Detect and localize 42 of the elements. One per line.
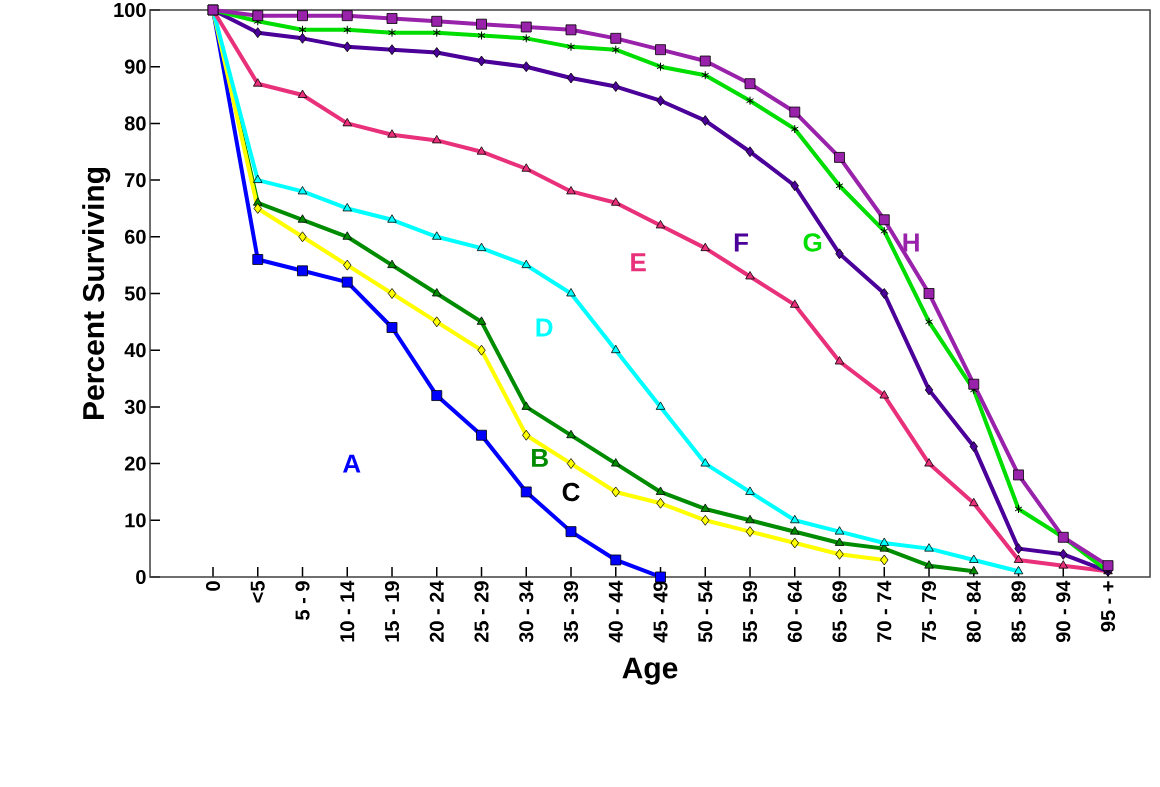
x-tick-label: 5 - 9: [295, 581, 310, 620]
y-tick-label: 90: [124, 59, 146, 74]
x-tick-label: 40 - 44: [608, 580, 623, 643]
x-tick-label: 70 - 74: [877, 580, 892, 642]
y-tick-label: 100: [114, 2, 146, 18]
y-tick-label: 70: [125, 173, 146, 188]
x-tick-label: 55 - 59: [742, 581, 758, 643]
y-tick-label: 40: [124, 343, 146, 358]
x-tick-label: 90 - 94: [1056, 580, 1071, 643]
x-tick-label: 80 - 84: [966, 580, 981, 643]
series-label: G: [803, 233, 822, 252]
series-label: E: [631, 253, 646, 272]
y-tick-label: 30: [124, 399, 146, 414]
x-tick-label: 45 - 49: [653, 581, 668, 643]
y-tick-label: 20: [124, 456, 146, 471]
x-tick-label: 50 - 54: [698, 580, 713, 643]
series-label: B: [532, 448, 548, 467]
x-tick-label: 95 - +: [1100, 581, 1116, 632]
x-tick-label: 10 - 14: [340, 580, 355, 642]
y-tick-label: 80: [124, 116, 146, 131]
x-tick-label: 60 - 64: [787, 580, 802, 643]
y-tick-label: 60: [124, 229, 146, 244]
x-tick-label: 75 - 79: [921, 581, 937, 642]
series-label: D: [536, 318, 553, 337]
series-label: H: [903, 233, 919, 252]
y-tick-label: 0: [136, 569, 146, 585]
text: A: [342, 454, 361, 473]
x-tick-label: 85 - 89: [1011, 581, 1026, 643]
y-tick-label: 10: [125, 513, 146, 528]
x-tick-label: 15 - 19: [384, 581, 400, 642]
x-tick-label: 30 - 34: [519, 580, 534, 643]
x-tick-label: 65 - 69: [832, 581, 847, 643]
x-tick-label: 35 - 39: [563, 581, 579, 643]
x-tick-label: <5: [250, 581, 265, 603]
y-tick-label: 50: [124, 286, 146, 301]
x-tick-label: 20 - 24: [429, 580, 444, 643]
x-tick-label: 0: [205, 581, 221, 591]
series-label: C: [562, 482, 580, 502]
text: F: [734, 233, 749, 252]
y-axis-title: Percent Surviving: [82, 167, 111, 420]
x-tick-label: 25 - 29: [474, 581, 489, 643]
x-axis-title: Age: [622, 657, 678, 685]
